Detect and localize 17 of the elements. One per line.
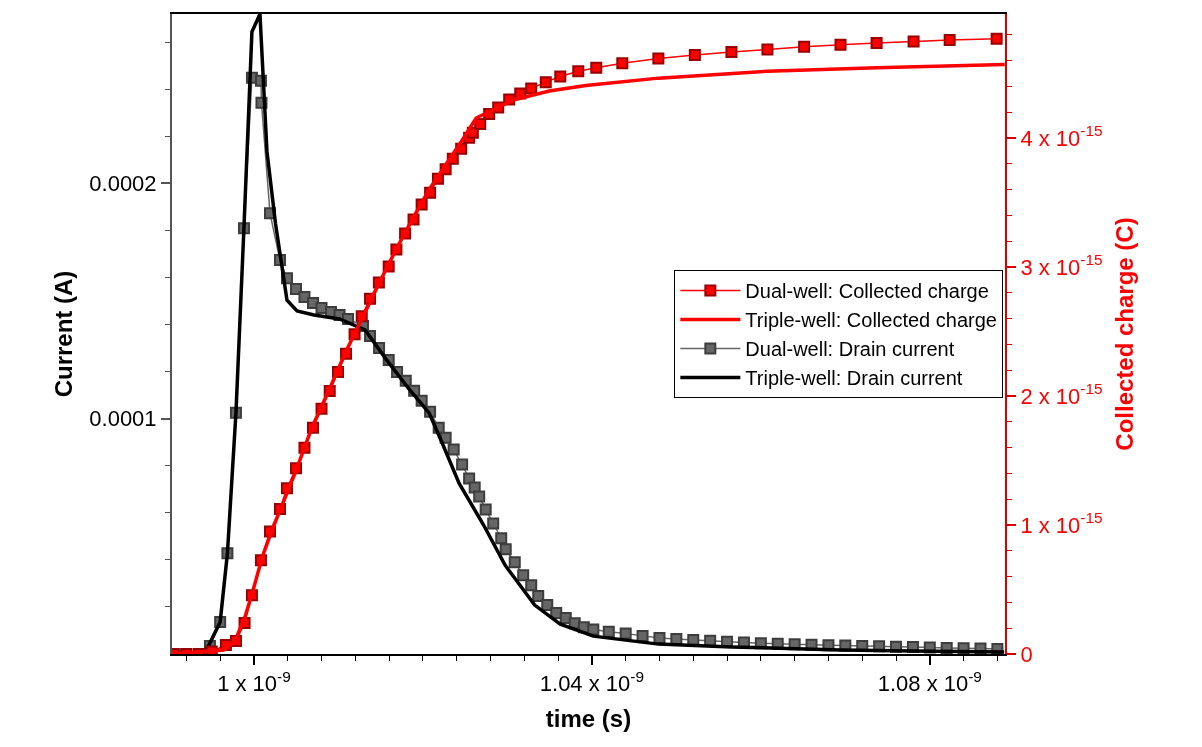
x-tick-label: 1 x 10$^{-9}$	[217, 668, 291, 697]
legend-label: Triple-well: Collected charge	[745, 309, 997, 332]
y2-tick-label: 0	[1020, 641, 1033, 667]
y-tick-label: 0.0001	[89, 406, 157, 432]
x-axis-title: time (s)	[545, 705, 632, 733]
legend-label: Dual-well: Collected charge	[745, 280, 989, 303]
x-tick-label: 1.04 x 10$^{-9}$	[539, 668, 644, 697]
y2-tick-label: 4 x 10$^{-15}$	[1020, 122, 1103, 151]
y2-tick-label: 1 x 10$^{-15}$	[1020, 509, 1103, 538]
legend-label: Triple-well: Drain current	[745, 367, 963, 390]
legend-label: Dual-well: Drain current	[745, 338, 955, 361]
x-tick-label: 1.08 x 10$^{-9}$	[877, 668, 982, 697]
y-axis-title: Current (A)	[49, 270, 77, 398]
y2-tick-label: 2 x 10$^{-15}$	[1020, 380, 1103, 409]
y2-tick-label: 3 x 10$^{-15}$	[1020, 251, 1103, 280]
y2-axis-title: Collected charge (C)	[1111, 217, 1139, 451]
y-tick-label: 0.0002	[89, 171, 157, 197]
